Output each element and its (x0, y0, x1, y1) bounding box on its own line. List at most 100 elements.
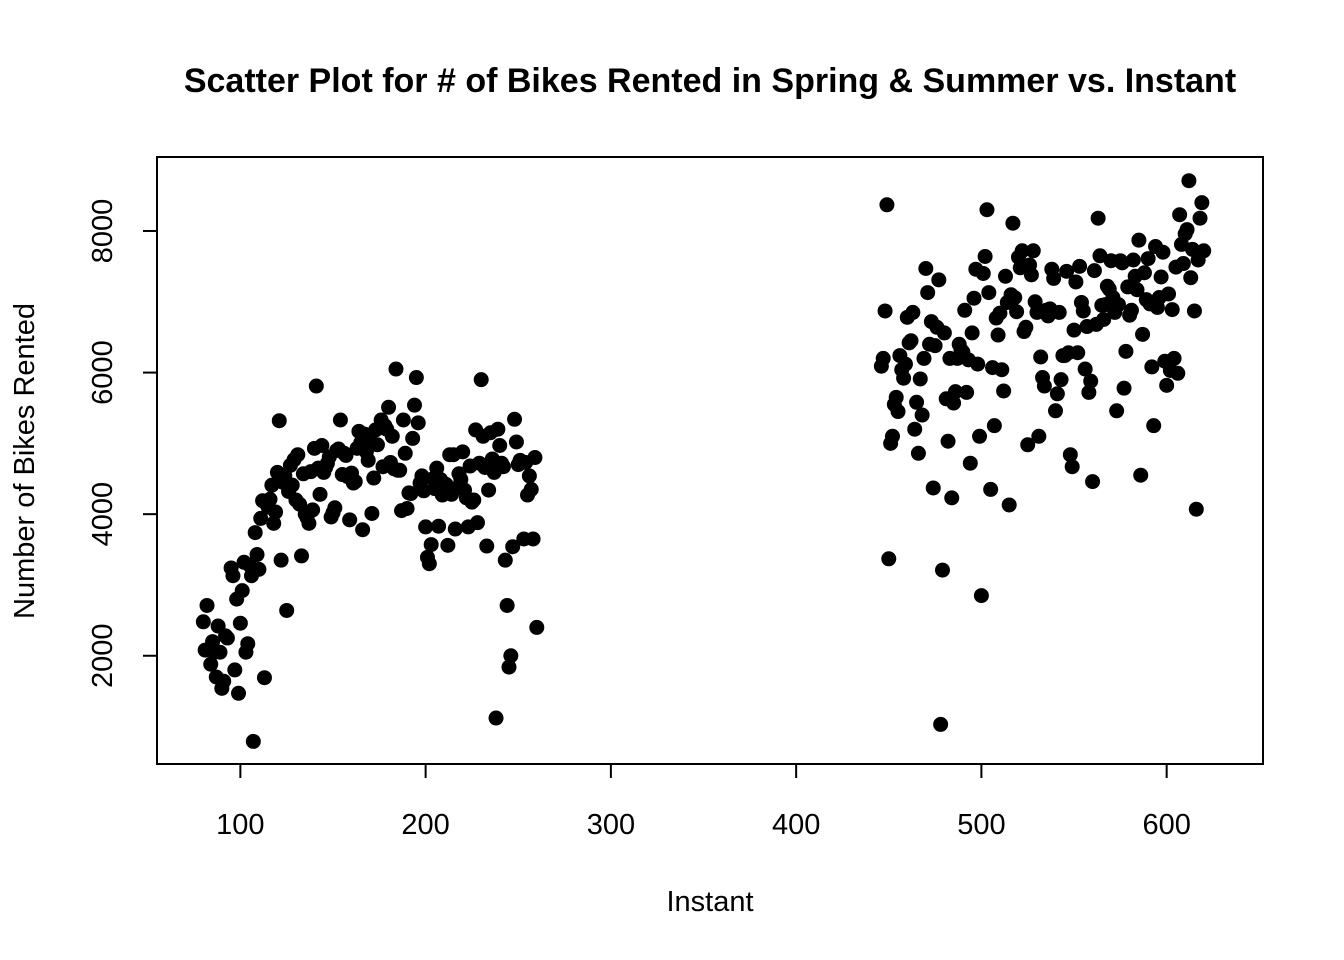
data-point (944, 490, 960, 506)
data-point (940, 433, 956, 449)
data-point (1181, 173, 1197, 189)
data-point (1096, 311, 1112, 327)
data-point (1175, 256, 1191, 272)
data-point (431, 518, 447, 534)
data-point (1081, 384, 1097, 400)
data-point (1001, 497, 1017, 513)
data-point (423, 537, 439, 553)
data-point (1066, 322, 1082, 338)
data-point (227, 662, 243, 678)
data-point (397, 445, 413, 461)
data-point (505, 539, 521, 555)
data-point (914, 407, 930, 423)
data-point (268, 504, 284, 520)
data-point (251, 561, 267, 577)
data-point (936, 325, 952, 341)
data-point (342, 512, 358, 528)
data-point (1014, 243, 1030, 259)
data-point (418, 519, 434, 535)
data-point (199, 597, 215, 613)
data-point (392, 462, 408, 478)
data-point (979, 202, 995, 218)
data-point (927, 338, 943, 354)
data-point (975, 265, 991, 281)
data-point (195, 614, 211, 630)
data-point (360, 452, 376, 468)
data-point (388, 361, 404, 377)
data-point (897, 356, 913, 372)
data-point (253, 510, 269, 526)
data-point (466, 492, 482, 508)
data-point (1005, 215, 1021, 231)
data-point (1070, 345, 1086, 361)
data-point (1049, 386, 1065, 402)
data-point (521, 468, 537, 484)
data-point (440, 537, 456, 553)
data-point (1123, 302, 1139, 318)
data-point (881, 551, 897, 567)
data-point (896, 370, 912, 386)
x-axis-label: Instant (666, 886, 753, 918)
y-axis-label: Number of Bikes Rented (9, 303, 41, 619)
data-point (507, 411, 523, 427)
data-point (1031, 428, 1047, 444)
data-point (1109, 403, 1125, 419)
data-point (499, 597, 515, 613)
data-point (1075, 303, 1091, 319)
data-point (933, 716, 949, 732)
data-point (225, 568, 241, 584)
data-point (203, 656, 219, 672)
data-point (266, 515, 282, 531)
data-point (301, 515, 317, 531)
data-point (888, 389, 904, 405)
data-point (877, 303, 893, 319)
data-point (983, 481, 999, 497)
data-point (903, 333, 919, 349)
data-point (245, 733, 261, 749)
x-tick-label: 100 (216, 809, 264, 841)
data-point (966, 290, 982, 306)
y-tick-label: 6000 (87, 340, 119, 405)
data-point (916, 350, 932, 366)
data-point (1144, 359, 1160, 375)
data-point (1046, 270, 1062, 286)
data-point (997, 268, 1013, 284)
data-point (1086, 263, 1102, 279)
data-point (290, 447, 306, 463)
data-point (1059, 263, 1075, 279)
data-point (1009, 304, 1025, 320)
data-point (1153, 269, 1169, 285)
data-point (890, 404, 906, 420)
y-axis: 2000 4000 6000 8000 (87, 199, 158, 688)
data-point (977, 248, 993, 264)
data-point (970, 356, 986, 372)
data-point (503, 648, 519, 664)
data-point (249, 547, 265, 563)
data-point (992, 305, 1008, 321)
data-point (490, 421, 506, 437)
data-point (981, 285, 997, 301)
data-point (473, 372, 489, 388)
data-point (407, 397, 423, 413)
data-point (957, 302, 973, 318)
data-point (909, 394, 925, 410)
data-point (469, 515, 485, 531)
data-point (501, 659, 517, 675)
data-point (212, 644, 228, 660)
data-point (1164, 302, 1180, 318)
data-point (879, 197, 895, 213)
x-tick-label: 600 (1142, 809, 1190, 841)
data-points (195, 173, 1212, 749)
data-point (1133, 467, 1149, 483)
data-point (234, 583, 250, 599)
data-point (294, 548, 310, 564)
data-point (996, 383, 1012, 399)
data-point (529, 619, 545, 635)
data-point (1110, 297, 1126, 313)
data-point (381, 399, 397, 415)
data-point (962, 455, 978, 471)
data-point (972, 428, 988, 444)
data-point (1090, 210, 1106, 226)
data-point (925, 480, 941, 496)
